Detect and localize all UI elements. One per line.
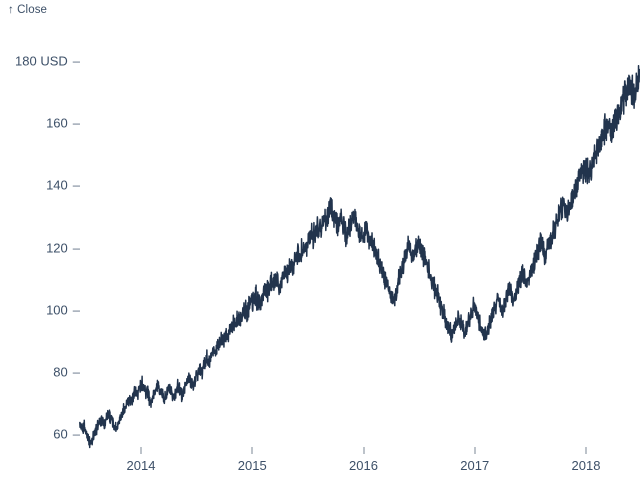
y-tick-80: 80– xyxy=(53,364,80,379)
x-tick-2018: 2018 xyxy=(571,458,601,473)
y-tick-180: 180 USD – xyxy=(15,54,80,69)
y-tick-mark: – xyxy=(72,302,80,318)
y-tick-label: 140 xyxy=(46,177,68,193)
y-tick-mark: – xyxy=(72,364,80,380)
y-tick-label: 60 xyxy=(53,426,68,442)
close-price-line xyxy=(79,64,640,449)
y-tick-label: 80 xyxy=(53,364,68,380)
y-tick-mark: – xyxy=(72,177,80,193)
y-tick-label: 120 xyxy=(46,240,68,255)
y-tick-120: 120– xyxy=(46,240,80,255)
x-tick-2014: 2014 xyxy=(126,458,156,473)
x-tick-mark-2016 xyxy=(363,447,364,454)
x-tick-mark-2018 xyxy=(585,447,587,454)
y-axis-title: ↑ Close xyxy=(8,4,48,16)
y-tick-label: 160 xyxy=(46,115,68,131)
x-tick-2015: 2015 xyxy=(237,458,267,473)
x-tick-2017: 2017 xyxy=(460,458,490,473)
y-tick-mark: – xyxy=(72,53,80,69)
y-tick-140: 140– xyxy=(46,178,80,193)
y-tick-label: 180 USD xyxy=(15,53,68,69)
x-tick-mark-2014 xyxy=(140,447,142,454)
y-tick-160: 160– xyxy=(46,116,80,131)
y-tick-mark: – xyxy=(72,426,80,442)
y-tick-label: 100 xyxy=(46,302,68,318)
y-tick-mark: – xyxy=(72,115,80,131)
x-tick-mark-2017 xyxy=(474,447,476,454)
y-tick-100: 100– xyxy=(46,302,80,317)
x-tick-2016: 2016 xyxy=(349,458,378,473)
y-tick-60: 60– xyxy=(53,427,80,442)
x-tick-mark-2015 xyxy=(251,447,253,454)
y-tick-mark: – xyxy=(72,240,80,255)
y-axis: 180 USD –160–140–120–100–80–60– xyxy=(0,0,80,485)
